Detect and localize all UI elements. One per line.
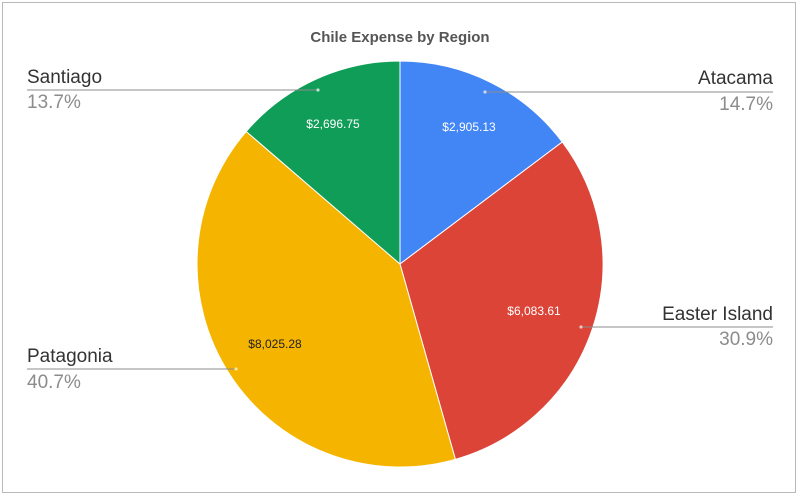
leader-dot-santiago — [316, 88, 320, 92]
leader-dot-atacama — [483, 90, 487, 94]
value-label-patagonia: $8,025.28 — [248, 337, 302, 351]
slice-patagonia[interactable] — [196, 130, 456, 468]
value-label-easter-island: $6,083.61 — [507, 304, 561, 318]
leader-dot-easter-island — [579, 325, 583, 329]
value-label-santiago: $2,696.75 — [306, 117, 360, 131]
label-percent-patagonia: 40.7% — [27, 372, 81, 393]
label-name-patagonia: Patagonia — [27, 346, 113, 367]
value-label-atacama: $2,905.13 — [442, 120, 496, 134]
label-name-atacama: Atacama — [698, 68, 773, 89]
slice-santiago[interactable] — [245, 60, 401, 266]
label-percent-santiago: 13.7% — [27, 92, 81, 113]
chart-title: Chile Expense by Region — [310, 29, 489, 46]
label-percent-atacama: 14.7% — [719, 94, 773, 115]
slice-easter-island[interactable] — [399, 141, 604, 460]
slice-atacama[interactable] — [399, 60, 563, 266]
label-percent-easter-island: 30.9% — [719, 329, 773, 350]
leader-dot-patagonia — [234, 367, 238, 371]
label-name-easter-island: Easter Island — [662, 304, 773, 325]
label-name-santiago: Santiago — [27, 67, 102, 88]
